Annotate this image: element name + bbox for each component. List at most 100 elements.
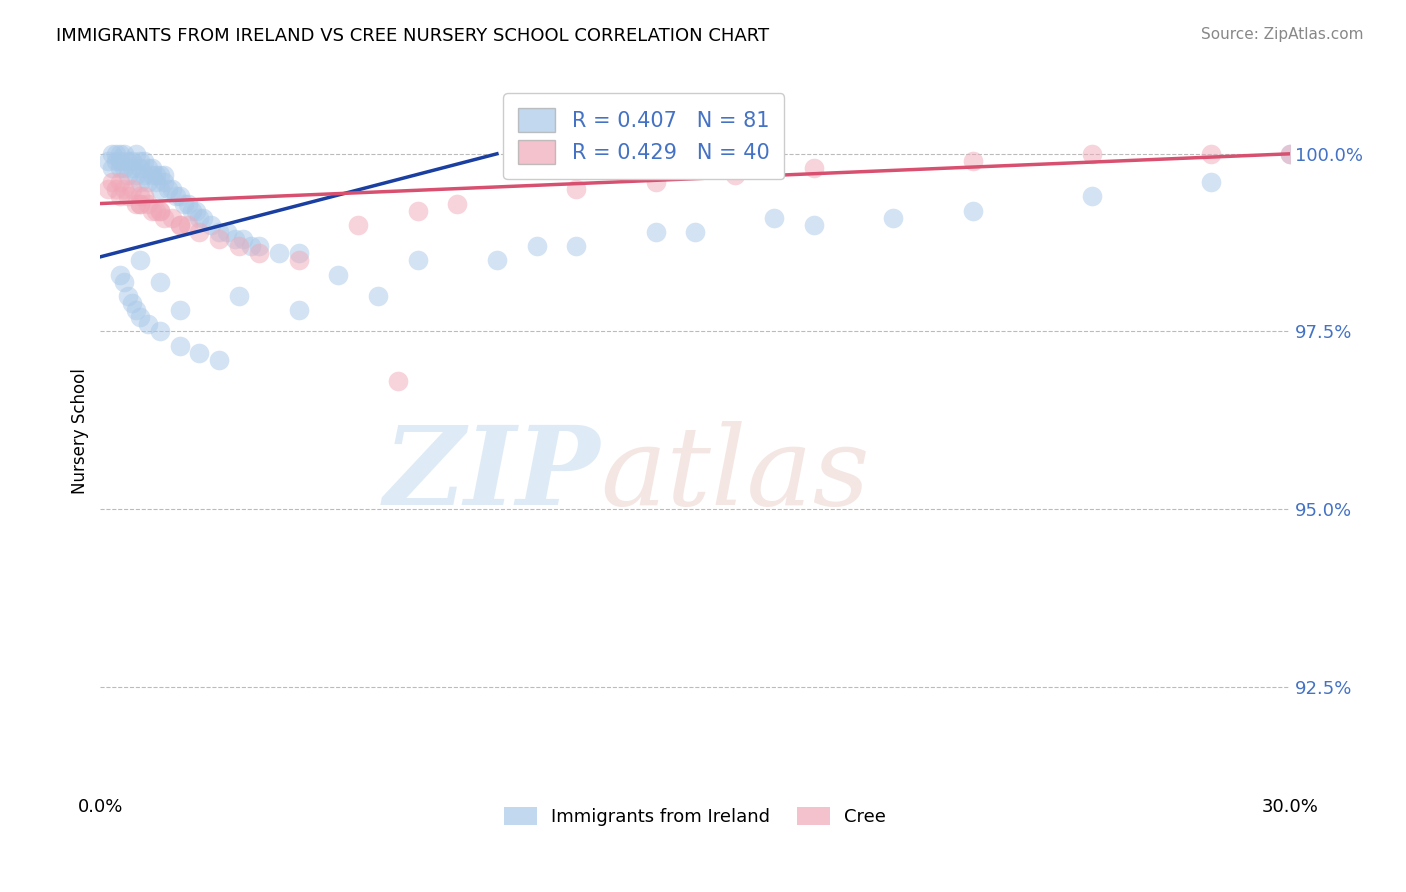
Point: [112, 275, 135, 289]
Point: [287, 303, 309, 318]
Point: [247, 246, 270, 260]
Point: [156, 182, 179, 196]
Point: [565, 239, 588, 253]
Point: [121, 296, 143, 310]
Point: [240, 239, 263, 253]
Point: [406, 253, 429, 268]
Point: [193, 211, 215, 225]
Point: [117, 168, 139, 182]
Point: [803, 161, 825, 175]
Point: [117, 189, 139, 203]
Point: [141, 203, 163, 218]
Point: [644, 175, 666, 189]
Point: [97, 182, 120, 196]
Text: Source: ZipAtlas.com: Source: ZipAtlas.com: [1201, 27, 1364, 42]
Point: [232, 232, 254, 246]
Point: [169, 189, 191, 203]
Point: [1199, 175, 1222, 189]
Point: [112, 182, 135, 196]
Point: [526, 239, 548, 253]
Point: [149, 203, 172, 218]
Point: [184, 203, 207, 218]
Point: [882, 211, 904, 225]
Point: [105, 182, 128, 196]
Point: [1279, 146, 1302, 161]
Point: [1199, 146, 1222, 161]
Point: [149, 203, 172, 218]
Point: [188, 225, 211, 239]
Point: [287, 253, 309, 268]
Point: [129, 196, 152, 211]
Point: [724, 168, 747, 182]
Point: [208, 232, 231, 246]
Point: [101, 146, 124, 161]
Point: [132, 168, 155, 182]
Point: [169, 218, 191, 232]
Point: [153, 168, 176, 182]
Point: [108, 189, 131, 203]
Point: [117, 289, 139, 303]
Point: [387, 374, 409, 388]
Text: ZIP: ZIP: [384, 421, 600, 528]
Point: [188, 345, 211, 359]
Point: [145, 168, 167, 182]
Point: [97, 153, 120, 168]
Point: [105, 146, 128, 161]
Point: [644, 225, 666, 239]
Point: [125, 303, 148, 318]
Point: [247, 239, 270, 253]
Point: [129, 253, 152, 268]
Point: [136, 161, 159, 175]
Point: [108, 268, 131, 282]
Point: [200, 218, 222, 232]
Point: [160, 182, 183, 196]
Point: [121, 182, 143, 196]
Point: [446, 196, 468, 211]
Point: [328, 268, 350, 282]
Point: [962, 203, 984, 218]
Point: [117, 153, 139, 168]
Point: [224, 232, 246, 246]
Point: [108, 146, 131, 161]
Point: [108, 161, 131, 175]
Point: [141, 161, 163, 175]
Point: [367, 289, 389, 303]
Point: [132, 153, 155, 168]
Point: [803, 218, 825, 232]
Point: [169, 218, 191, 232]
Point: [1080, 189, 1102, 203]
Point: [153, 175, 176, 189]
Point: [129, 175, 152, 189]
Point: [153, 211, 176, 225]
Point: [112, 161, 135, 175]
Point: [105, 153, 128, 168]
Point: [136, 196, 159, 211]
Point: [129, 161, 152, 175]
Point: [1279, 146, 1302, 161]
Point: [565, 182, 588, 196]
Point: [228, 289, 250, 303]
Legend: Immigrants from Ireland, Cree: Immigrants from Ireland, Cree: [495, 797, 896, 835]
Point: [101, 161, 124, 175]
Point: [228, 239, 250, 253]
Point: [129, 196, 152, 211]
Point: [149, 168, 172, 182]
Point: [112, 146, 135, 161]
Point: [165, 189, 187, 203]
Point: [176, 196, 198, 211]
Point: [763, 211, 786, 225]
Point: [145, 175, 167, 189]
Point: [287, 246, 309, 260]
Point: [485, 253, 508, 268]
Point: [121, 153, 143, 168]
Point: [217, 225, 239, 239]
Point: [208, 352, 231, 367]
Point: [169, 303, 191, 318]
Point: [962, 153, 984, 168]
Point: [141, 168, 163, 182]
Y-axis label: Nursery School: Nursery School: [72, 368, 89, 494]
Point: [683, 225, 706, 239]
Point: [1080, 146, 1102, 161]
Point: [267, 246, 290, 260]
Point: [129, 310, 152, 325]
